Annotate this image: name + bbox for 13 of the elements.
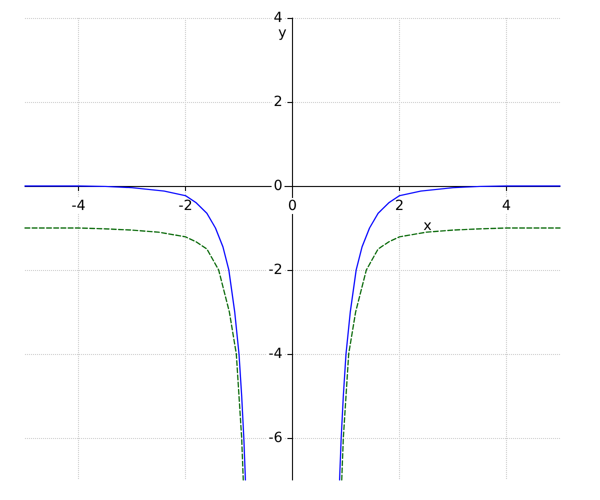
x-tick-label: 4 <box>502 198 512 214</box>
x-tick-label: -4 <box>72 198 86 214</box>
y-tick-label: -4 <box>268 346 283 362</box>
x-tick-label: -2 <box>178 198 192 214</box>
y-tick-label: 0 <box>274 178 282 194</box>
y-tick-label: 4 <box>274 10 283 26</box>
y-tick-label: 2 <box>274 94 282 110</box>
y-tick-label: -2 <box>268 262 282 278</box>
y-axis-title: y <box>278 25 286 41</box>
y-tick-label: -6 <box>268 430 283 446</box>
x-tick-label: 0 <box>288 198 297 214</box>
x-tick-label: 2 <box>395 198 404 214</box>
x-axis-title: x <box>423 218 432 234</box>
